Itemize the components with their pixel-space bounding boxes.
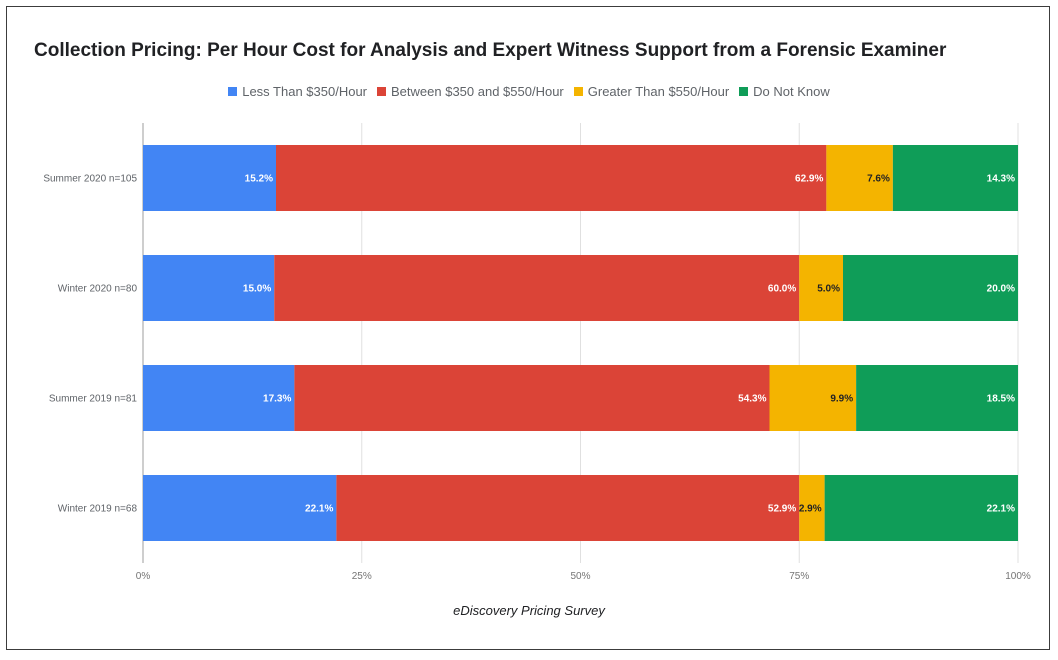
data-label: 22.1% [987, 504, 1015, 515]
legend-label-less-than-350: Less Than $350/Hour [242, 84, 368, 99]
legend-swatch-less-than-350 [228, 87, 238, 96]
bar-segment [799, 255, 843, 321]
category-label: Summer 2020 n=105 [43, 174, 137, 185]
data-label: 62.9% [795, 174, 823, 185]
bar-segment [824, 475, 1018, 541]
bar-segment [143, 255, 275, 321]
legend-item-between-350-550: Between $350 and $550/Hour [377, 84, 564, 99]
data-label: 15.2% [245, 174, 273, 185]
bar-segment [143, 365, 295, 431]
bar-segment [769, 365, 857, 431]
category-label: Winter 2019 n=68 [58, 504, 138, 515]
chart-frame [6, 6, 1050, 650]
bar-segment [336, 475, 800, 541]
data-label: 14.3% [987, 174, 1015, 185]
chart-legend: Less Than $350/Hour Between $350 and $55… [0, 84, 1058, 99]
data-label: 7.6% [867, 174, 890, 185]
data-label: 15.0% [243, 284, 271, 295]
data-label: 22.1% [305, 504, 333, 515]
data-label: 60.0% [768, 284, 796, 295]
category-label: Winter 2020 n=80 [58, 284, 138, 295]
bar-segment [294, 365, 770, 431]
x-axis-label: eDiscovery Pricing Survey [453, 603, 605, 618]
bar-segment [799, 475, 825, 541]
bar-segment [826, 145, 893, 211]
legend-item-less-than-350: Less Than $350/Hour [228, 84, 367, 99]
legend-swatch-greater-than-550 [573, 87, 583, 96]
legend-label-between-350-550: Between $350 and $550/Hour [391, 84, 564, 99]
x-tick-label: 50% [570, 571, 590, 582]
x-tick-label: 100% [1005, 571, 1031, 582]
legend-swatch-between-350-550 [377, 87, 387, 96]
category-label: Summer 2019 n=81 [49, 394, 138, 405]
data-label: 18.5% [987, 394, 1015, 405]
data-label: 2.9% [799, 504, 822, 515]
bar-segment [274, 255, 800, 321]
data-label: 54.3% [738, 394, 766, 405]
bar-segment [892, 145, 1018, 211]
legend-item-do-not-know: Do Not Know [739, 84, 830, 99]
legend-label-do-not-know: Do Not Know [753, 84, 830, 99]
x-tick-label: 75% [789, 571, 809, 582]
data-label: 5.0% [817, 284, 840, 295]
legend-swatch-do-not-know [739, 87, 749, 96]
bar-segment [843, 255, 1018, 321]
x-tick-label: 25% [352, 571, 372, 582]
bar-segment [143, 475, 337, 541]
bar-segment [143, 145, 276, 211]
bar-segment [276, 145, 827, 211]
data-label: 9.9% [830, 394, 853, 405]
x-tick-label: 0% [136, 571, 151, 582]
legend-item-greater-than-550: Greater Than $550/Hour [573, 84, 730, 99]
data-label: 52.9% [768, 504, 796, 515]
data-label: 20.0% [987, 284, 1015, 295]
legend-label-greater-than-550: Greater Than $550/Hour [587, 84, 730, 99]
bar-segment [856, 365, 1018, 431]
chart-title: Collection Pricing: Per Hour Cost for An… [34, 40, 947, 61]
data-label: 17.3% [263, 394, 291, 405]
